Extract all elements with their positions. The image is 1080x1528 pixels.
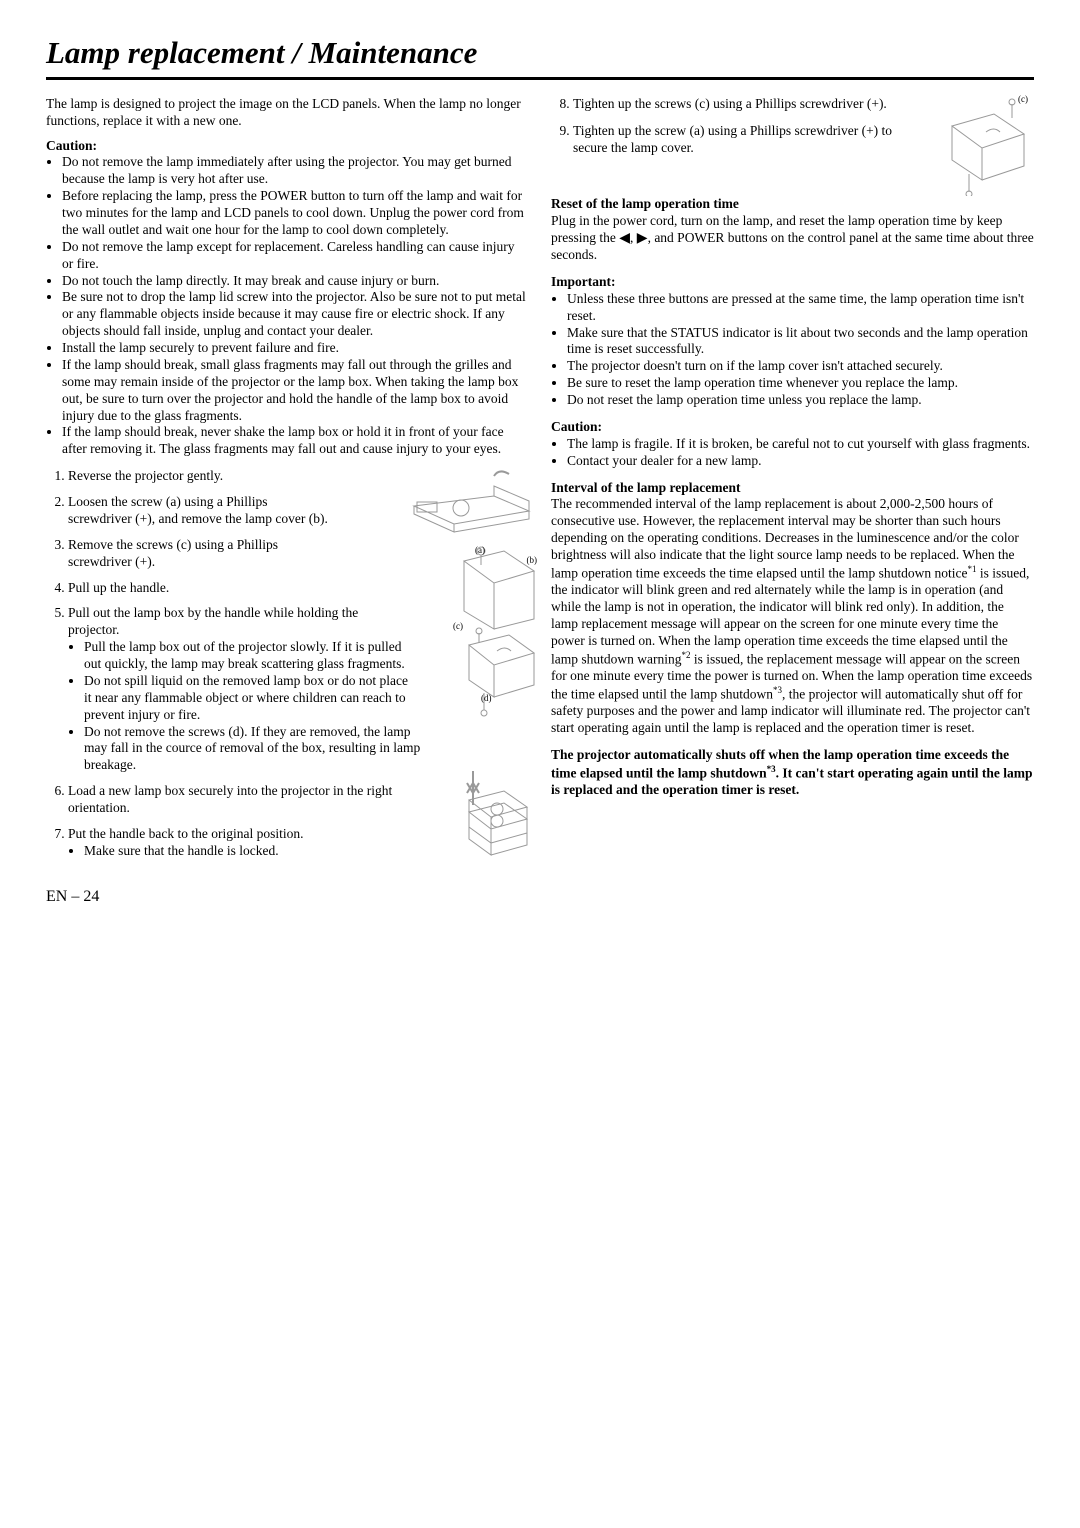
caution-heading: Caution: (46, 138, 529, 155)
right-column: (c) Tighten up the screws (c) using a Ph… (551, 96, 1034, 869)
steps-list: Reverse the projector gently. Loosen the… (46, 468, 529, 860)
list-item: Do not touch the lamp directly. It may b… (62, 273, 529, 290)
step-6: Load a new lamp box securely into the pr… (68, 783, 529, 817)
list-item: The projector doesn't turn on if the lam… (567, 358, 1034, 375)
step-text: Put the handle back to the original posi… (68, 826, 408, 843)
step-text: Do not spill liquid on the removed lamp … (84, 673, 414, 724)
step-text: Tighten up the screw (a) using a Phillip… (573, 123, 903, 157)
important-heading: Important: (551, 274, 1034, 291)
page-title: Lamp replacement / Maintenance (46, 34, 1034, 80)
caution-list: Do not remove the lamp immediately after… (46, 154, 529, 458)
reset-heading: Reset of the lamp operation time (551, 196, 1034, 213)
list-item: Before replacing the lamp, press the POW… (62, 188, 529, 239)
label-b: (b) (527, 555, 538, 566)
caution2-list: The lamp is fragile. If it is broken, be… (551, 436, 1034, 470)
left-arrow-icon: ◀ (619, 231, 630, 246)
step-2: Loosen the screw (a) using a Phillips sc… (68, 494, 529, 528)
projector-illustration (399, 466, 539, 536)
page-footer: EN – 24 (46, 887, 1034, 907)
step-text: Pull the lamp box out of the projector s… (84, 639, 414, 673)
step-5: (c) (d) Pull out the lamp box by the han… (68, 605, 529, 774)
step-text: Do not remove the screws (d). If they ar… (84, 724, 434, 775)
caution2-section: Caution: The lamp is fragile. If it is b… (551, 419, 1034, 470)
label-c: (c) (453, 621, 463, 632)
list-item: Make sure that the STATUS indicator is l… (567, 325, 1034, 359)
important-section: Important: Unless these three buttons ar… (551, 274, 1034, 409)
list-item: Contact your dealer for a new lamp. (567, 453, 1034, 470)
caution2-heading: Caution: (551, 419, 1034, 436)
step-3: (a) (b) Remove the screws (c) using a Ph… (68, 537, 529, 571)
step-text: Pull out the lamp box by the handle whil… (68, 605, 398, 639)
step-text: Loosen the screw (a) using a Phillips sc… (68, 494, 328, 528)
list-item: Be sure to reset the lamp operation time… (567, 375, 1034, 392)
label-a: (a) (475, 545, 485, 556)
left-column: The lamp is designed to project the imag… (46, 96, 529, 869)
list-item: If the lamp should break, never shake th… (62, 424, 529, 458)
list-item: Do not reset the lamp operation time unl… (567, 392, 1034, 409)
interval-section: Interval of the lamp replacement The rec… (551, 480, 1034, 738)
list-item: If the lamp should break, small glass fr… (62, 357, 529, 425)
list-item: Be sure not to drop the lamp lid screw i… (62, 289, 529, 340)
right-arrow-icon: ▶ (637, 231, 648, 246)
list-item: Unless these three buttons are pressed a… (567, 291, 1034, 325)
lamp-box-illustration: (c) (d) (449, 625, 539, 725)
list-item: Install the lamp securely to prevent fai… (62, 340, 529, 357)
list-item: Do not remove the lamp immediately after… (62, 154, 529, 188)
label-c: (c) (1018, 94, 1028, 105)
label-d: (d) (481, 693, 492, 704)
step-text: Load a new lamp box securely into the pr… (68, 783, 408, 817)
content-columns: The lamp is designed to project the imag… (46, 96, 1034, 869)
caution-section: Caution: Do not remove the lamp immediat… (46, 138, 529, 459)
reset-section: Reset of the lamp operation time Plug in… (551, 196, 1034, 264)
intro-paragraph: The lamp is designed to project the imag… (46, 96, 529, 130)
screw-tighten-illustration: (c) (934, 96, 1034, 196)
list-item: Do not remove the lamp except for replac… (62, 239, 529, 273)
list-item: The lamp is fragile. If it is broken, be… (567, 436, 1034, 453)
important-list: Unless these three buttons are pressed a… (551, 291, 1034, 409)
interval-paragraph: The recommended interval of the lamp rep… (551, 496, 1034, 737)
interval-bold-paragraph: The projector automatically shuts off wh… (551, 747, 1034, 799)
lamp-insert-illustration (449, 777, 539, 867)
step-text: Remove the screws (c) using a Phillips s… (68, 537, 328, 571)
interval-heading: Interval of the lamp replacement (551, 480, 1034, 497)
reset-paragraph: Plug in the power cord, turn on the lamp… (551, 213, 1034, 264)
step-text: Tighten up the screws (c) using a Philli… (573, 96, 903, 113)
